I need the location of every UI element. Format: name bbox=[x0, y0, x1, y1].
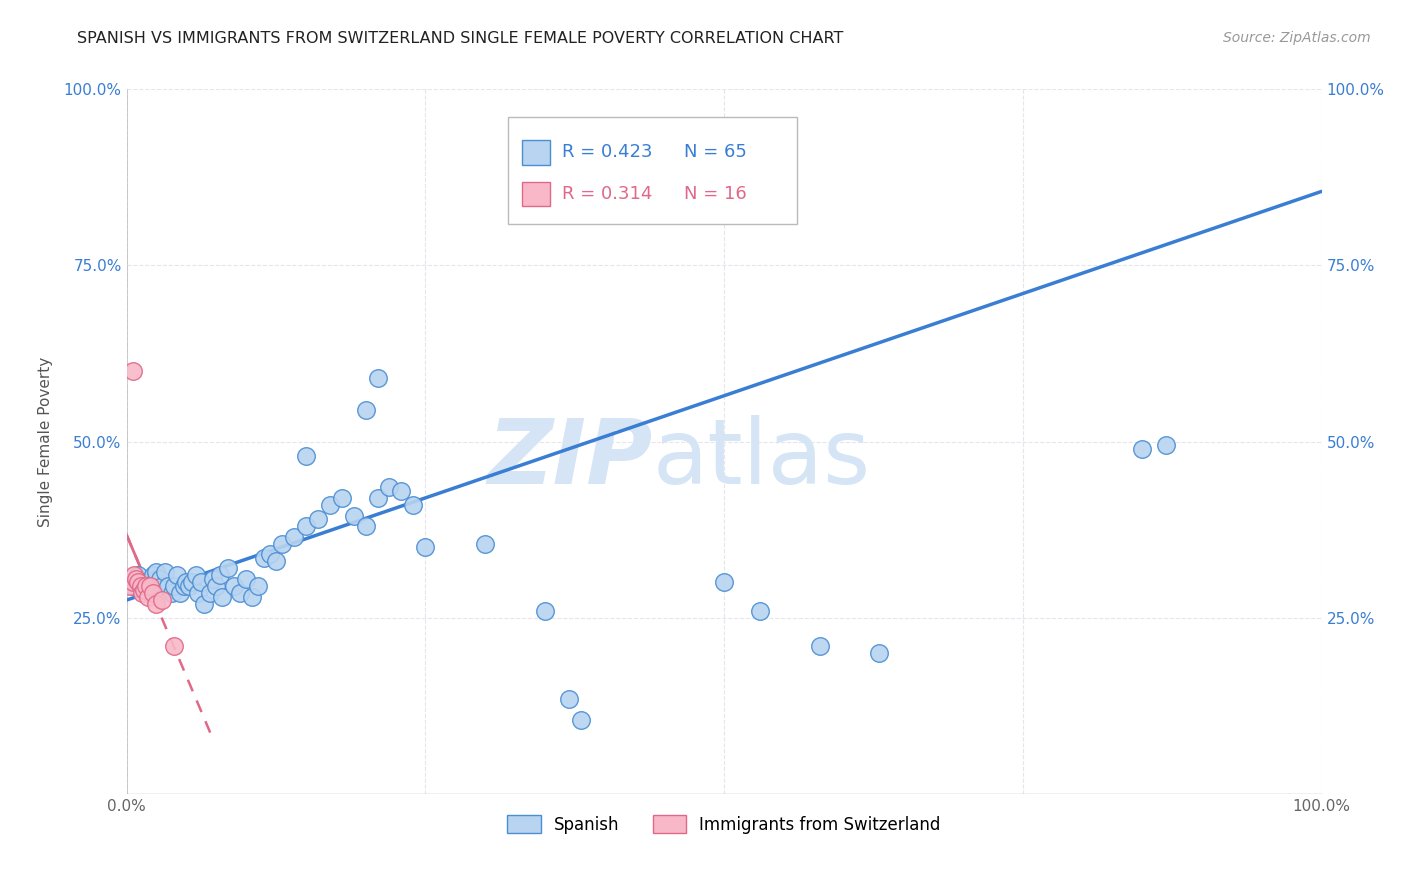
Point bbox=[270, 537, 294, 551]
Point bbox=[713, 575, 735, 590]
Point bbox=[533, 604, 555, 618]
Point bbox=[343, 508, 366, 523]
Point bbox=[157, 579, 180, 593]
Point bbox=[294, 449, 316, 463]
Point bbox=[294, 519, 316, 533]
Point bbox=[134, 575, 156, 590]
Point bbox=[217, 561, 239, 575]
Point bbox=[1154, 438, 1177, 452]
Point bbox=[318, 498, 342, 512]
Point bbox=[136, 590, 159, 604]
Y-axis label: Single Female Poverty: Single Female Poverty bbox=[38, 357, 52, 526]
Point bbox=[120, 579, 142, 593]
Point bbox=[131, 586, 153, 600]
Point bbox=[122, 568, 145, 582]
Point bbox=[150, 579, 174, 593]
Point bbox=[190, 575, 212, 590]
Point bbox=[330, 491, 353, 505]
Point bbox=[208, 568, 231, 582]
Point bbox=[240, 590, 263, 604]
Point bbox=[366, 491, 388, 505]
Point bbox=[136, 582, 159, 597]
Point bbox=[201, 572, 224, 586]
Point bbox=[177, 579, 200, 593]
Text: R = 0.423: R = 0.423 bbox=[561, 144, 652, 161]
Text: N = 65: N = 65 bbox=[683, 144, 747, 161]
Text: Source: ZipAtlas.com: Source: ZipAtlas.com bbox=[1223, 31, 1371, 45]
Point bbox=[354, 402, 377, 417]
Point bbox=[253, 550, 276, 565]
Point bbox=[391, 483, 413, 498]
Point bbox=[378, 480, 401, 494]
Point bbox=[121, 575, 143, 590]
Point bbox=[121, 364, 143, 378]
Point bbox=[142, 568, 165, 582]
Point bbox=[134, 582, 156, 597]
Point bbox=[283, 530, 305, 544]
Point bbox=[145, 572, 167, 586]
Point bbox=[187, 586, 209, 600]
Point bbox=[153, 565, 176, 579]
Text: ZIP: ZIP bbox=[486, 415, 652, 503]
Point bbox=[211, 590, 233, 604]
Point bbox=[145, 565, 167, 579]
Point bbox=[557, 691, 581, 706]
Point bbox=[139, 579, 162, 593]
Text: R = 0.314: R = 0.314 bbox=[561, 185, 652, 203]
Point bbox=[205, 579, 228, 593]
Point bbox=[184, 568, 207, 582]
Point bbox=[127, 575, 149, 590]
Point bbox=[366, 371, 388, 385]
Point bbox=[125, 572, 148, 586]
Point bbox=[193, 597, 215, 611]
Point bbox=[169, 586, 191, 600]
Point bbox=[413, 541, 436, 555]
Point bbox=[121, 579, 143, 593]
Point bbox=[163, 639, 186, 653]
Point bbox=[149, 572, 172, 586]
Point bbox=[808, 639, 831, 653]
Point bbox=[139, 575, 162, 590]
Point bbox=[1130, 442, 1153, 456]
Point bbox=[307, 512, 329, 526]
Text: SPANISH VS IMMIGRANTS FROM SWITZERLAND SINGLE FEMALE POVERTY CORRELATION CHART: SPANISH VS IMMIGRANTS FROM SWITZERLAND S… bbox=[77, 31, 844, 46]
Point bbox=[129, 579, 152, 593]
Point bbox=[354, 519, 377, 533]
Point bbox=[229, 586, 252, 600]
Point bbox=[174, 575, 197, 590]
Point bbox=[259, 547, 281, 561]
Point bbox=[160, 586, 183, 600]
Point bbox=[145, 597, 167, 611]
Point bbox=[222, 579, 246, 593]
Point bbox=[474, 537, 496, 551]
Point bbox=[200, 586, 222, 600]
Point bbox=[247, 579, 270, 593]
Point bbox=[569, 713, 592, 727]
Point bbox=[150, 593, 174, 607]
Text: atlas: atlas bbox=[652, 415, 870, 503]
Legend: Spanish, Immigrants from Switzerland: Spanish, Immigrants from Switzerland bbox=[499, 807, 949, 842]
Point bbox=[264, 554, 287, 568]
Point bbox=[135, 579, 157, 593]
Point bbox=[166, 568, 188, 582]
Point bbox=[868, 646, 891, 660]
Point bbox=[181, 575, 204, 590]
Point bbox=[129, 579, 152, 593]
Point bbox=[127, 568, 149, 582]
Text: N = 16: N = 16 bbox=[683, 185, 747, 203]
Point bbox=[163, 579, 186, 593]
Point bbox=[748, 604, 770, 618]
Point bbox=[173, 579, 195, 593]
Point bbox=[142, 586, 165, 600]
Point bbox=[402, 498, 425, 512]
Point bbox=[235, 572, 257, 586]
